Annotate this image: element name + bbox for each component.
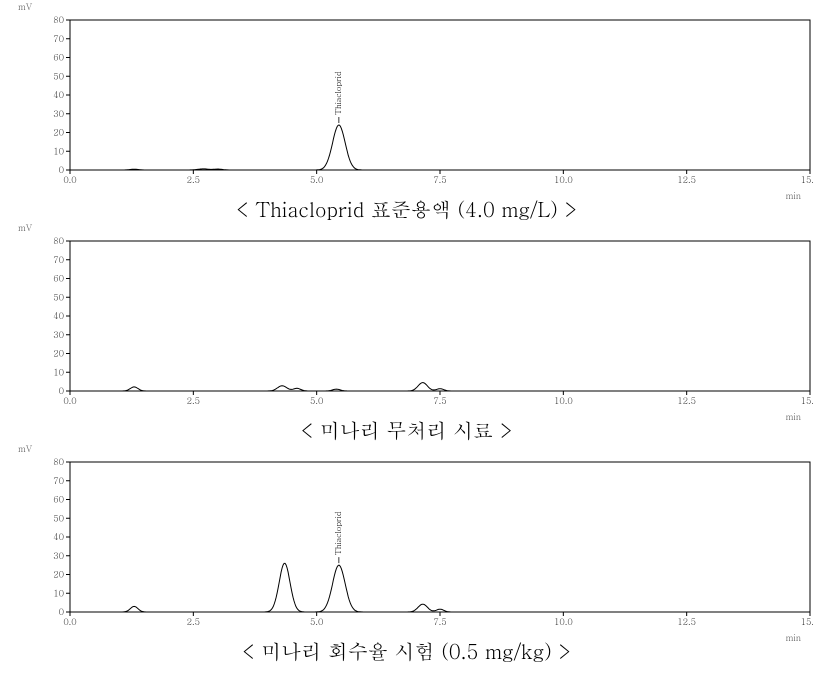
- y-tick-label: 40: [53, 309, 64, 322]
- y-axis-unit: mV: [18, 221, 32, 234]
- y-tick-label: 70: [53, 474, 64, 487]
- chromatogram-trace: [70, 563, 810, 612]
- chrom-blank: mVmin010203040506070800.02.55.07.510.012…: [10, 231, 803, 444]
- y-tick-label: 50: [53, 69, 64, 82]
- chrom-recovery-caption: < 미나리 회수율 시험 (0.5 mg/kg) >: [10, 636, 803, 665]
- y-tick-label: 20: [53, 126, 64, 139]
- chrom-recovery: mVmin010203040506070800.02.55.07.510.012…: [10, 452, 803, 665]
- y-axis-unit: mV: [18, 442, 32, 455]
- x-tick-label: 5.0: [310, 394, 323, 407]
- y-tick-label: 10: [53, 586, 64, 599]
- x-axis-unit: min: [786, 631, 801, 644]
- x-tick-label: 15.0: [801, 173, 813, 186]
- y-tick-label: 30: [53, 107, 64, 120]
- x-tick-label: 2.5: [187, 615, 200, 628]
- plot-frame: [70, 20, 810, 170]
- x-tick-label: 10.0: [554, 615, 573, 628]
- y-axis-unit: mV: [18, 0, 32, 13]
- x-tick-label: 10.0: [554, 394, 573, 407]
- y-tick-label: 20: [53, 568, 64, 581]
- x-tick-label: 15.0: [801, 615, 813, 628]
- x-tick-label: 5.0: [310, 615, 323, 628]
- chromatogram-trace: [70, 383, 810, 391]
- y-tick-label: 10: [53, 365, 64, 378]
- y-tick-label: 80: [53, 455, 64, 468]
- plot-frame: [70, 462, 810, 612]
- chrom-blank-plot: mVmin010203040506070800.02.55.07.510.012…: [40, 231, 793, 409]
- y-tick-label: 40: [53, 88, 64, 101]
- y-tick-label: 80: [53, 13, 64, 26]
- x-tick-label: 15.0: [801, 394, 813, 407]
- chrom-recovery-svg: 010203040506070800.02.55.07.510.012.515.…: [40, 452, 813, 630]
- y-tick-label: 40: [53, 530, 64, 543]
- chrom-standard: mVmin010203040506070800.02.55.07.510.012…: [10, 10, 803, 223]
- y-tick-label: 10: [53, 144, 64, 157]
- x-tick-label: 0.0: [63, 615, 76, 628]
- y-tick-label: 50: [53, 290, 64, 303]
- x-axis-unit: min: [786, 189, 801, 202]
- peak-label: Thiacloprid: [333, 511, 344, 555]
- y-tick-label: 70: [53, 32, 64, 45]
- chrom-blank-caption: < 미나리 무처리 시료 >: [10, 415, 803, 444]
- peak-label: Thiacloprid: [333, 71, 344, 115]
- x-tick-label: 7.5: [433, 173, 446, 186]
- chromatogram-trace: [70, 125, 810, 170]
- chrom-standard-svg: 010203040506070800.02.55.07.510.012.515.…: [40, 10, 813, 188]
- y-tick-label: 60: [53, 493, 64, 506]
- plot-frame: [70, 241, 810, 391]
- x-tick-label: 7.5: [433, 615, 446, 628]
- y-tick-label: 20: [53, 347, 64, 360]
- y-tick-label: 50: [53, 511, 64, 524]
- x-tick-label: 2.5: [187, 394, 200, 407]
- x-tick-label: 7.5: [433, 394, 446, 407]
- chrom-recovery-plot: mVmin010203040506070800.02.55.07.510.012…: [40, 452, 793, 630]
- figure-container: mVmin010203040506070800.02.55.07.510.012…: [10, 10, 803, 665]
- x-tick-label: 5.0: [310, 173, 323, 186]
- x-tick-label: 10.0: [554, 173, 573, 186]
- y-tick-label: 30: [53, 549, 64, 562]
- y-tick-label: 70: [53, 253, 64, 266]
- x-tick-label: 0.0: [63, 173, 76, 186]
- x-tick-label: 12.5: [677, 615, 696, 628]
- chrom-standard-caption: < Thiacloprid 표준용액 (4.0 mg/L) >: [10, 194, 803, 223]
- y-tick-label: 30: [53, 328, 64, 341]
- y-tick-label: 60: [53, 272, 64, 285]
- x-tick-label: 0.0: [63, 394, 76, 407]
- x-tick-label: 12.5: [677, 173, 696, 186]
- y-tick-label: 80: [53, 234, 64, 247]
- chrom-blank-svg: 010203040506070800.02.55.07.510.012.515.…: [40, 231, 813, 409]
- y-tick-label: 60: [53, 51, 64, 64]
- x-tick-label: 2.5: [187, 173, 200, 186]
- x-tick-label: 12.5: [677, 394, 696, 407]
- chrom-standard-plot: mVmin010203040506070800.02.55.07.510.012…: [40, 10, 793, 188]
- x-axis-unit: min: [786, 410, 801, 423]
